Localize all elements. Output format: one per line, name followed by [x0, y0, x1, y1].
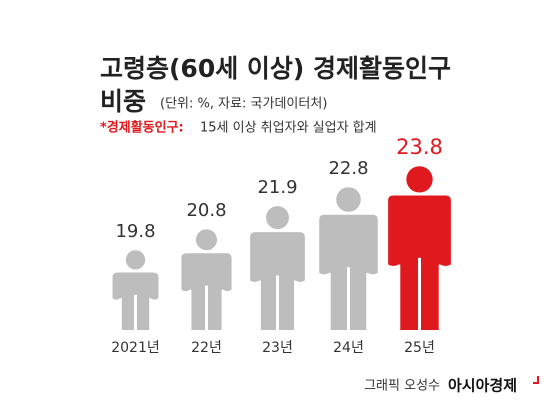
value-label: 23.8 [396, 135, 443, 159]
chart-title: 비중 [100, 87, 146, 116]
person-icon [181, 229, 232, 330]
value-label: 19.8 [115, 221, 155, 242]
chart-subtitle: (단위: %, 자료: 국가데이터처) [160, 97, 327, 112]
note-term: *경제활동인구: [100, 120, 184, 136]
person-icon [112, 250, 159, 330]
person-icon [388, 166, 451, 330]
chart-title: 고령층(60세 이상) 경제활동인구 [100, 54, 451, 83]
value-label: 22.8 [328, 158, 368, 179]
person-icon [250, 206, 305, 330]
person-icon [319, 187, 378, 330]
credit-graphic: 그래픽 오성수 [364, 379, 440, 394]
credit-publisher: 아시아경제 [448, 377, 517, 395]
x-tick-label: 24년 [333, 340, 364, 356]
x-tick-label: 2021년 [111, 340, 160, 356]
value-label: 21.9 [257, 177, 297, 198]
note-definition: 15세 이상 취업자와 실업자 합계 [200, 121, 377, 136]
value-label: 20.8 [186, 200, 226, 221]
x-tick-label: 22년 [191, 340, 222, 356]
x-tick-label: 25년 [404, 340, 435, 356]
x-tick-label: 23년 [262, 340, 293, 356]
logo-mark [533, 376, 539, 384]
